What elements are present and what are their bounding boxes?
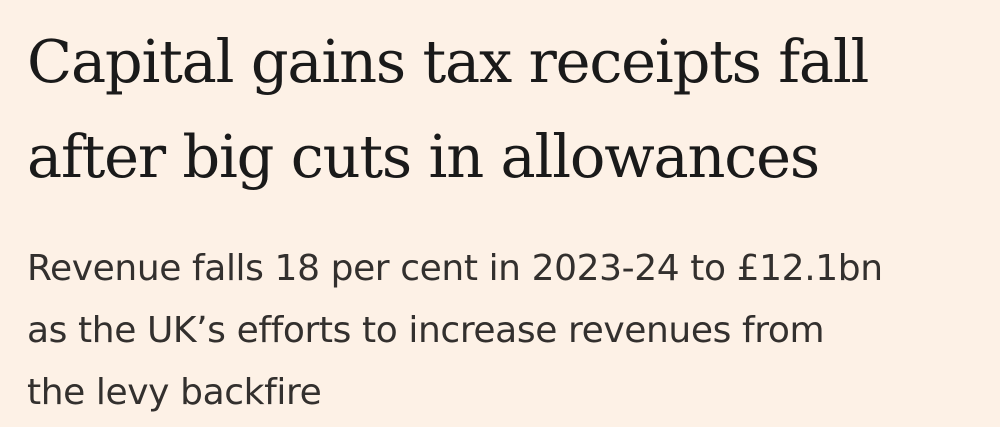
- article-header: Capital gains tax receipts fall after bi…: [27, 0, 977, 424]
- standfirst-line-2: as the UK’s efforts to increase revenues…: [27, 310, 825, 351]
- standfirst-line-3: the levy backfire: [27, 372, 322, 413]
- headline: Capital gains tax receipts fall after bi…: [27, 0, 977, 204]
- standfirst: Revenue falls 18 per cent in 2023-24 to …: [27, 204, 977, 424]
- headline-line-2: after big cuts in allowances: [27, 122, 820, 191]
- standfirst-line-1: Revenue falls 18 per cent in 2023-24 to …: [27, 248, 883, 289]
- headline-line-1: Capital gains tax receipts fall: [27, 27, 869, 96]
